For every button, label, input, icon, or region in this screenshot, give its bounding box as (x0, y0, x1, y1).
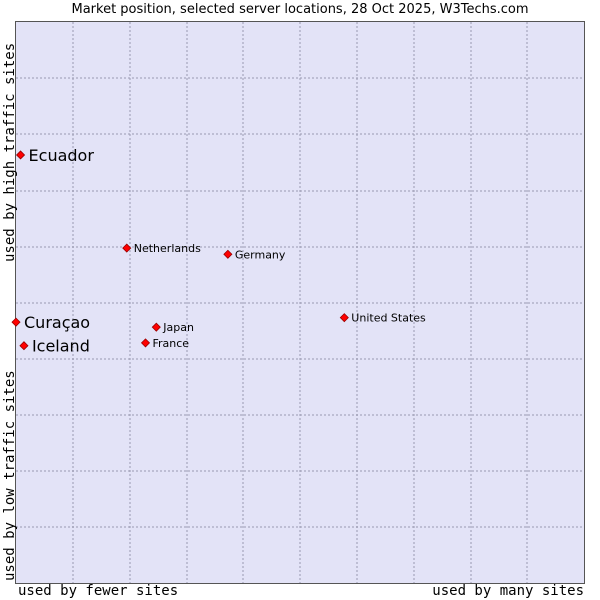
point-label: United States (351, 312, 426, 325)
data-point: Iceland (19, 337, 90, 356)
data-point: United States (339, 312, 426, 325)
data-point: Germany (223, 248, 286, 261)
data-point: Curaçao (11, 313, 90, 332)
x-axis-label-right: used by many sites (432, 583, 584, 599)
point-label: France (153, 337, 190, 350)
point-label: Curaçao (24, 313, 90, 332)
point-label: Ecuador (29, 146, 95, 165)
y-axis-label-bottom: used by low traffic sites (2, 370, 18, 581)
point-marker (140, 338, 151, 348)
data-point: France (140, 337, 190, 350)
point-marker (19, 341, 29, 351)
point-label: Iceland (32, 337, 90, 356)
grid-lines (16, 22, 584, 583)
data-point: Japan (151, 321, 194, 334)
point-marker (15, 150, 26, 160)
point-marker (151, 322, 161, 332)
point-marker (339, 313, 349, 323)
chart-title: Market position, selected server locatio… (71, 2, 529, 17)
point-marker (122, 243, 132, 253)
x-axis-label-left: used by fewer sites (18, 583, 179, 599)
data-point: Ecuador (15, 146, 95, 165)
point-label: Netherlands (134, 242, 201, 255)
point-marker (11, 317, 21, 327)
data-points: Ecuador Netherlands Germany United States Cu… (11, 146, 426, 356)
data-point: Netherlands (122, 242, 201, 255)
y-axis-label-top: used by high traffic sites (2, 42, 18, 262)
point-label: Germany (235, 248, 286, 261)
point-marker (223, 249, 233, 259)
point-label: Japan (162, 321, 194, 334)
